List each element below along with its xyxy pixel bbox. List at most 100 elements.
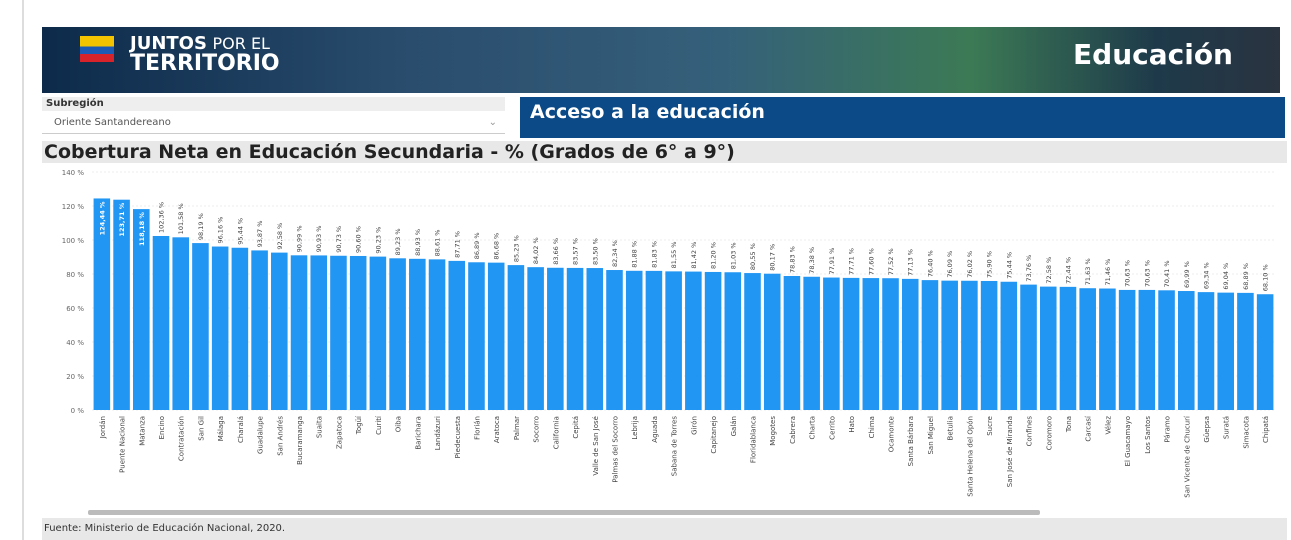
bar (1039, 286, 1057, 410)
value-label: 77,60 % (867, 248, 875, 275)
x-tick-label: Girón (690, 416, 698, 435)
value-label: 90,60 % (355, 226, 363, 253)
value-label: 88,93 % (414, 229, 422, 256)
bar (763, 273, 781, 410)
bar (566, 267, 584, 410)
x-tick-label: Barichara (414, 416, 422, 450)
value-label: 86,89 % (473, 232, 481, 259)
divider (22, 0, 24, 540)
value-label: 75,90 % (986, 251, 994, 278)
x-tick-label: Mogotes (769, 416, 777, 446)
value-label: 75,44 % (1005, 252, 1013, 279)
bar (349, 255, 367, 410)
x-tick-label: San Miguel (927, 416, 935, 455)
slicer-value[interactable]: Oriente Santandereano (42, 117, 505, 134)
bar (507, 265, 525, 410)
y-tick-label: 140 % (62, 169, 85, 177)
x-tick-label: Sabana de Torres (671, 416, 679, 477)
value-label: 71,63 % (1084, 258, 1092, 285)
bar (527, 267, 544, 410)
x-tick-label: San Andrés (276, 416, 284, 456)
bar (1158, 290, 1175, 410)
value-label: 80,17 % (769, 244, 777, 271)
value-label: 72,58 % (1045, 257, 1053, 284)
value-label: 80,55 % (749, 243, 757, 270)
bar (192, 243, 209, 410)
value-label: 118,18 % (138, 212, 146, 246)
x-tick-label: Cabrera (789, 416, 797, 444)
value-label: 72,44 % (1064, 257, 1072, 284)
value-label: 90,73 % (335, 226, 343, 253)
x-tick-label: Capitanejo (710, 416, 718, 454)
value-label: 68,10 % (1262, 264, 1270, 291)
banner (42, 27, 1280, 93)
x-tick-label: Landázuri (434, 416, 442, 450)
bar (448, 260, 466, 410)
value-label: 90,23 % (374, 227, 382, 254)
bar (271, 252, 288, 410)
x-tick-label: Betulia (947, 416, 955, 440)
bar (1256, 294, 1274, 410)
y-tick-label: 80 % (66, 271, 84, 279)
slicer-label: Subregión (42, 97, 505, 111)
bar (645, 270, 663, 410)
bar (625, 270, 643, 410)
x-tick-label: Suaita (316, 416, 324, 438)
value-label: 81,88 % (631, 241, 639, 268)
value-label: 69,99 % (1183, 261, 1191, 288)
value-label: 73,76 % (1025, 255, 1033, 282)
x-tick-label: California (552, 416, 560, 449)
bar (290, 255, 308, 410)
x-tick-label: Santa Helena del Opón (966, 416, 974, 497)
x-tick-label: Vélez (1104, 416, 1112, 435)
value-label: 81,55 % (670, 242, 678, 269)
bar (724, 272, 742, 410)
bar (823, 277, 840, 410)
bar (941, 280, 958, 410)
value-label: 77,13 % (907, 249, 915, 276)
x-tick-label: Floridablanca (750, 416, 758, 463)
value-label: 124,44 % (98, 201, 106, 235)
x-tick-label: Piedecuesta (454, 416, 462, 458)
value-label: 90,99 % (296, 225, 304, 252)
value-label: 76,40 % (926, 250, 934, 277)
x-tick-label: Aguada (651, 416, 659, 443)
logo-text: TERRITORIO (130, 51, 280, 76)
x-tick-label: Cerrito (828, 416, 836, 440)
x-tick-label: Santa Bárbara (907, 416, 915, 466)
scrollbar[interactable] (88, 510, 1040, 515)
y-tick-label: 120 % (62, 203, 85, 211)
bar (665, 271, 682, 410)
x-tick-label: Simacota (1242, 416, 1250, 449)
bar (310, 255, 328, 410)
x-tick-label: Contratación (178, 416, 186, 461)
x-tick-label: San Vicente de Chucurí (1183, 415, 1191, 498)
bar (842, 277, 860, 410)
bar (133, 209, 150, 410)
bar (1079, 288, 1096, 410)
x-tick-label: Tona (1065, 416, 1073, 433)
value-label: 83,50 % (591, 238, 599, 265)
dropdown-icon[interactable]: ⌄ (488, 117, 497, 128)
bar (783, 275, 801, 410)
bar (172, 237, 190, 410)
logo-text: JUNTOS (130, 33, 207, 54)
value-label: 78,83 % (788, 246, 796, 273)
x-tick-label: Coromoro (1045, 416, 1053, 450)
bar (586, 268, 604, 410)
bar (1099, 288, 1116, 410)
x-tick-label: Aratoca (493, 416, 501, 443)
x-tick-label: Chipatá (1262, 416, 1270, 443)
slicer[interactable]: Subregión Oriente Santandereano ⌄ (42, 97, 505, 135)
x-tick-label: Sucre (986, 416, 994, 436)
x-tick-label: Güepsa (1203, 416, 1211, 443)
y-tick-label: 0 % (71, 407, 85, 415)
x-tick-label: Charta (809, 416, 817, 440)
bar (1217, 292, 1234, 410)
x-tick-label: Chima (868, 416, 876, 438)
x-tick-label: Florián (473, 416, 481, 440)
x-tick-label: El Guacamayo (1124, 416, 1132, 466)
bar (921, 280, 939, 410)
